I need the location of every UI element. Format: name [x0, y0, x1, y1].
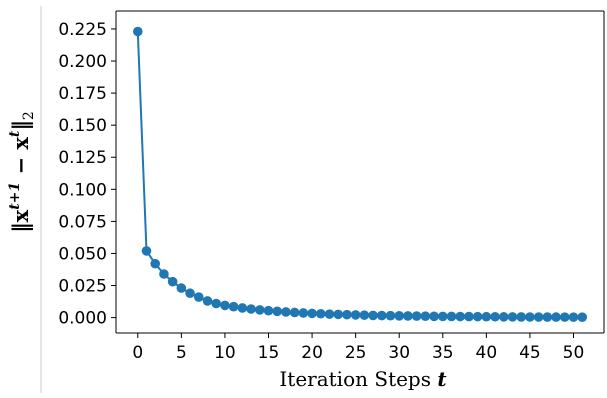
y-axis-label-subscript: 2 [21, 111, 37, 120]
data-point [228, 301, 239, 312]
data-point [289, 307, 300, 318]
data-point [577, 312, 588, 322]
y-axis-label: ‖xt+1 − xt‖2 [7, 111, 37, 233]
ticks-layer: 0.000 0.025 0.050 0.075 0.100 0.125 0.150 0.175… [58, 20, 584, 363]
data-point [429, 311, 439, 322]
x-axis-label: Iteration Steps t [279, 367, 447, 391]
data-point [403, 311, 413, 321]
data-point [420, 311, 431, 321]
data-point [202, 296, 213, 306]
y-axis-label-part-3: ‖ [8, 120, 33, 131]
y-tick-label: 0.200 [58, 52, 107, 72]
data-point [298, 308, 309, 318]
data-point [376, 310, 387, 321]
data-point [281, 307, 291, 317]
data-point [368, 310, 378, 321]
data-point [263, 305, 274, 316]
data-point [385, 310, 396, 321]
data-point [246, 304, 256, 314]
y-axis-label-superscript-2: t [7, 130, 23, 137]
data-point [333, 309, 344, 320]
data-point [350, 310, 361, 320]
data-point [193, 292, 204, 302]
series-line [136, 31, 583, 319]
x-tick-label: 0 [132, 343, 143, 363]
y-tick-label: 0.025 [58, 277, 107, 297]
data-point [132, 26, 143, 37]
axes-layer [115, 10, 605, 334]
data-point [525, 312, 535, 322]
data-point [464, 311, 474, 322]
data-point [185, 288, 195, 299]
data-point [342, 309, 352, 320]
data-point [272, 306, 283, 317]
y-axis-label-superscript: t+1 [7, 182, 23, 210]
x-tick-label: 50 [563, 343, 585, 363]
data-point [307, 308, 317, 319]
y-axis-label-part-1: ‖x [8, 209, 33, 233]
x-tick-label: 45 [519, 343, 541, 363]
x-tick-label: 20 [301, 343, 323, 363]
x-axis-label-text: Iteration Steps [279, 367, 437, 391]
x-tick-label: 40 [476, 343, 498, 363]
data-point [507, 312, 518, 322]
data-point [237, 303, 248, 313]
x-tick-label: 25 [345, 343, 367, 363]
data-point [394, 311, 405, 321]
data-point [220, 300, 230, 311]
data-point [542, 312, 553, 322]
x-tick-label: 15 [258, 343, 280, 363]
data-point [359, 310, 370, 320]
data-point [516, 312, 527, 322]
data-point [455, 311, 466, 322]
data-point [411, 311, 422, 321]
data-point [472, 311, 483, 322]
data-point [568, 312, 579, 322]
y-tick-label: 0.050 [58, 244, 107, 264]
data-point [315, 308, 326, 319]
y-tick-label: 0.075 [58, 212, 107, 232]
y-tick-label: 0.125 [58, 148, 107, 168]
data-point [167, 276, 178, 287]
y-tick-label: 0.150 [58, 116, 107, 136]
x-axis-label-var: t [437, 367, 447, 391]
data-point [141, 246, 152, 256]
data-point [481, 311, 492, 322]
data-point [150, 258, 161, 269]
y-tick-label: 0.100 [58, 180, 107, 200]
data-point [498, 312, 509, 322]
x-tick-label: 10 [214, 343, 236, 363]
data-point [551, 312, 561, 322]
data-point [254, 305, 265, 315]
data-point [437, 311, 448, 322]
y-axis-label-part-2: − x [8, 137, 33, 182]
data-point [490, 311, 500, 322]
series-layer [132, 26, 588, 322]
y-tick-label: 0.000 [58, 309, 107, 329]
x-tick-label: 30 [388, 343, 410, 363]
data-point [533, 312, 544, 322]
y-tick-label: 0.175 [58, 84, 107, 104]
data-point [211, 298, 222, 309]
x-tick-label: 35 [432, 343, 454, 363]
y-tick-label: 0.225 [58, 20, 107, 40]
data-point [176, 283, 187, 293]
x-tick-label: 5 [176, 343, 187, 363]
data-point [324, 309, 335, 319]
data-point [559, 312, 570, 322]
data-point [159, 269, 169, 279]
data-point [446, 311, 457, 322]
